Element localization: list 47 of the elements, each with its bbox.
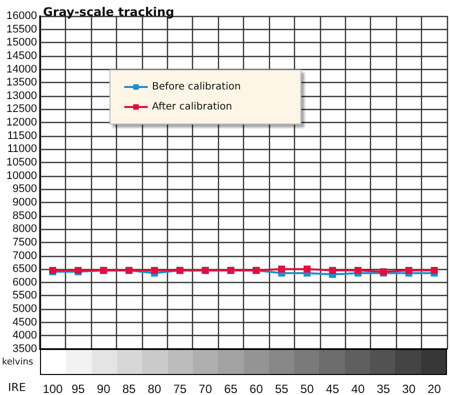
y-tick-label: 11000 bbox=[7, 143, 37, 156]
y-tick-label: 3500 bbox=[12, 343, 37, 355]
y-tick-label: 5000 bbox=[12, 303, 37, 316]
y-tick-label: 11500 bbox=[7, 130, 37, 142]
y-tick-label: 13000 bbox=[6, 90, 37, 102]
y-tick-label: 14500 bbox=[6, 50, 37, 62]
y-tick-label: 7000 bbox=[12, 250, 37, 262]
x-tick-label: 95 bbox=[71, 382, 86, 395]
x-tick-label: 30 bbox=[402, 382, 416, 395]
x-tick-label: 75 bbox=[173, 382, 187, 395]
y-tick-label: 6500 bbox=[12, 263, 37, 276]
x-tick-label: 65 bbox=[224, 382, 238, 395]
x-tick-label: 20 bbox=[428, 382, 442, 395]
y-tick-label: 6000 bbox=[12, 276, 37, 288]
y-axis-title: kelvins bbox=[2, 358, 34, 368]
x-tick-label: 80 bbox=[148, 382, 162, 395]
y-tick-label: 14000 bbox=[6, 63, 37, 76]
x-tick-label: 85 bbox=[122, 382, 136, 395]
y-tick-label: 15000 bbox=[6, 36, 37, 49]
x-tick-label: 55 bbox=[274, 382, 289, 395]
x-tick-label: 100 bbox=[42, 382, 64, 395]
x-tick-label: 60 bbox=[250, 382, 264, 395]
y-tick-label: 5500 bbox=[12, 290, 37, 302]
y-tick-label: 9500 bbox=[12, 183, 37, 196]
y-tick-label: 16000 bbox=[6, 10, 37, 22]
legend-label: After calibration bbox=[152, 102, 232, 112]
x-axis-title: IRE bbox=[8, 381, 26, 394]
y-tick-label: 7500 bbox=[12, 236, 37, 248]
y-tick-label: 8000 bbox=[12, 223, 37, 236]
x-tick-label: 90 bbox=[96, 382, 111, 395]
x-tick-label: 50 bbox=[300, 382, 314, 395]
legend-label: Before calibration bbox=[152, 82, 241, 92]
x-tick-label: 40 bbox=[351, 382, 365, 395]
y-tick-label: 13500 bbox=[6, 76, 37, 89]
y-tick-label: 8500 bbox=[12, 210, 37, 222]
y-tick-label: 10500 bbox=[6, 156, 37, 169]
x-tick-label: 70 bbox=[198, 382, 212, 395]
y-tick-label: 12000 bbox=[6, 116, 37, 129]
y-tick-label: 9000 bbox=[12, 196, 37, 208]
x-tick-label: 35 bbox=[376, 382, 390, 395]
x-tick-label: 45 bbox=[326, 382, 340, 395]
chart-title: Gray-scale tracking bbox=[43, 5, 174, 19]
y-tick-label: 12500 bbox=[6, 103, 37, 116]
y-tick-label: 4500 bbox=[12, 316, 37, 328]
y-tick-label: 4000 bbox=[12, 330, 37, 342]
y-tick-label: 15500 bbox=[6, 23, 37, 36]
y-tick-label: 10000 bbox=[6, 170, 37, 182]
